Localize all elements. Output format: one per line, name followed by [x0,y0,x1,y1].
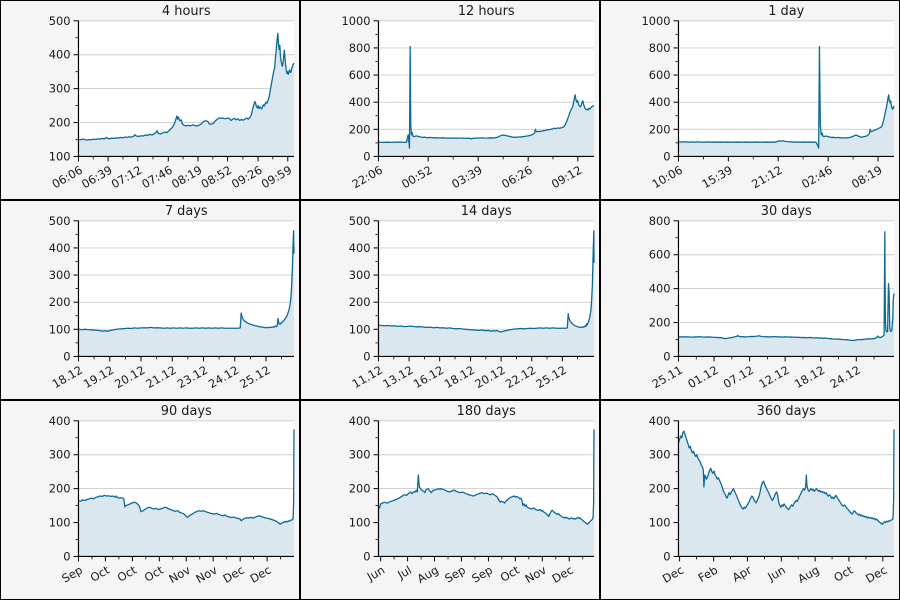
y-tick-label: 300 [349,448,371,462]
chart-panel: 0 200 400 600 800 1000 22:06 00:52 03:39 06:26 09:… [301,1,599,199]
y-tick-label: 400 [649,414,671,428]
y-tick-label: 300 [349,268,371,282]
y-tick-label: 1000 [641,14,670,28]
series-line [78,230,295,332]
y-tick-label: 200 [49,482,71,496]
x-tick-label: Jul [394,563,414,582]
y-tick-label: 800 [649,214,671,228]
series-line [78,429,295,525]
y-tick-label: 500 [349,214,371,228]
series-area [78,33,295,157]
chart-panel: 0 200 400 600 800 1000 10:06 15:39 21:12 02:46 08:… [601,1,899,199]
chart-title: 14 days [461,204,512,219]
y-tick-label: 300 [649,448,671,462]
chart-title: 90 days [161,404,212,419]
chart-panel: 0 200 400 600 800 25.11 01.12 07.12 12.12 18.12 24… [601,201,899,399]
y-tick-label: 0 [63,349,70,363]
y-tick-label: 200 [349,482,371,496]
y-tick-label: 200 [649,482,671,496]
chart-title: 360 days [757,404,816,419]
chart-panel: 100 200 300 400 500 06:06 06:39 07:12 07:46 08:19… [1,1,299,199]
series-area [378,46,595,157]
series-line [78,32,295,141]
chart-title: 7 days [165,204,208,219]
y-tick-label: 0 [363,549,370,563]
y-tick-label: 100 [49,322,71,336]
chart-svg: 010020030040050018.1219.1220.1221.1223.1… [1,201,299,399]
chart-title: 12 hours [458,4,515,19]
y-tick-label: 600 [349,68,371,82]
y-tick-label: 800 [349,41,371,55]
plot-background [678,20,895,157]
y-tick-label: 400 [649,95,671,109]
series-area [78,230,295,357]
series-line [377,429,595,525]
y-tick-label: 800 [649,41,671,55]
y-tick-label: 500 [49,214,71,228]
y-tick-label: 1000 [341,14,370,28]
series-line [378,230,595,333]
series-area [678,429,895,557]
series-line [677,429,895,525]
y-tick-label: 200 [649,316,671,330]
y-tick-label: 0 [663,549,670,563]
y-tick-label: 0 [63,549,70,563]
y-tick-label: 100 [349,516,371,530]
y-tick-label: 200 [649,122,671,136]
y-tick-label: 200 [49,116,71,130]
y-tick-label: 200 [49,295,71,309]
chart-panel: 0 100 200 300 400 500 11.12 13.12 16.12 18.12 20.1… [301,201,599,399]
chart-title: 180 days [457,404,516,419]
chart-panel: 0 100 200 300 400 Dec Feb Apr Jun Aug Oct Dec 360 da… [601,401,899,599]
series-area [678,46,895,157]
series-area [378,429,595,557]
series-line [678,45,895,149]
y-tick-label: 400 [349,241,371,255]
y-tick-label: 500 [49,14,71,28]
y-tick-label: 400 [49,48,71,62]
y-tick-label: 300 [49,448,71,462]
y-tick-label: 400 [649,282,671,296]
series-area [678,231,895,357]
series-line [378,45,595,149]
y-tick-label: 400 [349,414,371,428]
chart-panel: 0 100 200 300 400 Jun Jul Aug Sep Sep Oct Nov Dec 180… [301,401,599,599]
y-tick-label: 400 [349,95,371,109]
series-line [678,231,895,342]
series-area [378,230,595,357]
y-tick-label: 600 [649,248,671,262]
y-tick-label: 0 [363,149,370,163]
y-tick-label: 0 [663,149,670,163]
chart-title: 4 hours [162,4,211,19]
y-tick-label: 400 [49,414,71,428]
chart-title: 30 days [761,204,812,219]
series-area [78,429,295,557]
y-tick-label: 200 [349,295,371,309]
y-tick-label: 600 [649,68,671,82]
chart-panel: 0 100 200 300 400 500 18.12 19.12 20.12 21.12 23.1… [1,201,299,399]
y-tick-label: 200 [349,122,371,136]
y-tick-label: 100 [349,322,371,336]
y-tick-label: 300 [49,82,71,96]
y-tick-label: 400 [49,241,71,255]
y-tick-label: 0 [363,349,370,363]
chart-title: 1 day [768,4,804,19]
y-tick-label: 300 [49,268,71,282]
y-tick-label: 100 [649,516,671,530]
chart-svg: 010020030040050011.1213.1216.1218.1220.1… [301,201,599,399]
y-tick-label: 100 [49,516,71,530]
chart-svg: 10020030040050006:0606:3907:1207:4608:19… [1,1,299,199]
chart-panel: 0 100 200 300 400 Sep Oct Oct Oct Nov Nov Dec Dec 90 … [1,401,299,599]
y-tick-label: 100 [49,149,71,163]
y-tick-label: 0 [663,349,670,363]
